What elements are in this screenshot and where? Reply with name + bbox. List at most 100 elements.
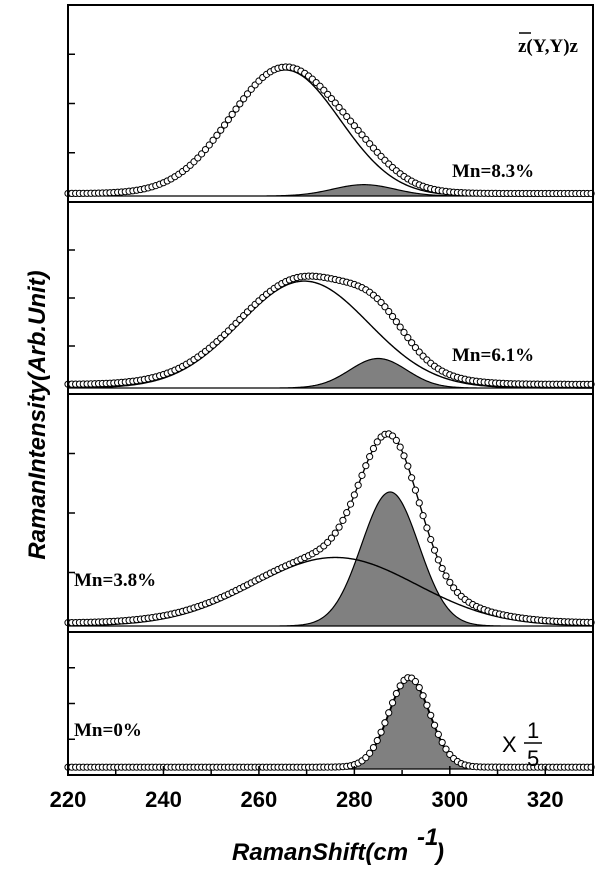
data-point (209, 136, 217, 144)
data-point (228, 110, 236, 118)
x-tick-labels: 220 240 260 280 300 320 (50, 766, 594, 812)
data-point (404, 462, 412, 470)
data-point (408, 339, 416, 347)
data-point (415, 683, 423, 692)
data-point (396, 323, 404, 331)
x-tick-label: 320 (527, 787, 564, 812)
data-markers (64, 674, 595, 771)
data-point (381, 303, 389, 311)
data-point (419, 512, 427, 520)
panel-2: Mn=6.1% (64, 201, 595, 395)
data-point (343, 112, 351, 121)
data-point (385, 709, 393, 717)
total-fit-line (67, 433, 594, 624)
panel-label: Mn=6.1% (452, 345, 534, 366)
data-point (434, 556, 442, 564)
x-axis-title-text: RamanShift(cm (232, 839, 408, 866)
data-point (438, 738, 446, 747)
data-point (396, 682, 404, 690)
panel-1: Mn=8.3% (64, 4, 595, 203)
panel-label: Mn=0% (74, 720, 142, 741)
data-point (201, 145, 210, 154)
panels: Mn=8.3% Mn=6.1% Mn=3.8% Mn=0% (64, 4, 595, 776)
data-point (346, 117, 355, 125)
x-axis-title-close: ) (433, 839, 444, 866)
data-point (442, 745, 450, 753)
data-point (388, 312, 397, 321)
data-point (354, 126, 362, 134)
data-point (400, 328, 408, 336)
sharp-component-fill (68, 491, 593, 627)
data-point (423, 701, 431, 709)
data-point (427, 711, 435, 719)
data-point (335, 103, 343, 112)
data-point (369, 444, 378, 453)
data-point (388, 432, 397, 440)
broad-component-line (67, 280, 594, 389)
x-axis-title: RamanShift(cm -1 ) (232, 824, 444, 866)
x-tick-label: 280 (336, 787, 373, 812)
data-point (400, 452, 408, 460)
data-point (430, 721, 439, 729)
data-point (373, 736, 381, 745)
data-point (442, 572, 450, 580)
data-point (388, 699, 397, 707)
data-point (339, 108, 347, 116)
data-point (423, 524, 431, 532)
panel-4: Mn=0% (64, 631, 595, 776)
data-point (404, 334, 412, 342)
data-point (392, 436, 400, 444)
data-point (335, 523, 343, 531)
data-point (438, 564, 446, 573)
data-point (415, 499, 423, 507)
data-point (362, 462, 370, 470)
data-point (434, 730, 442, 738)
data-point (224, 116, 232, 124)
data-point (411, 677, 420, 686)
scale-annotation: X 1 5 (502, 718, 542, 771)
panel-label: Mn=8.3% (452, 161, 534, 182)
data-point (358, 131, 366, 139)
data-point (331, 529, 339, 537)
data-point (381, 719, 389, 727)
data-point (243, 90, 252, 98)
data-point (350, 491, 358, 499)
x-tick-label: 220 (50, 787, 87, 812)
data-point (213, 131, 221, 139)
data-point (240, 95, 248, 103)
data-markers (64, 272, 595, 388)
data-point (232, 105, 240, 113)
data-point (366, 453, 374, 461)
data-point (327, 94, 336, 103)
data-point (339, 516, 347, 524)
data-point (205, 141, 213, 149)
data-point (408, 474, 416, 482)
data-point (358, 471, 366, 479)
x-tick-label: 300 (431, 787, 468, 812)
data-point (366, 749, 374, 757)
x-tick-label: 240 (145, 787, 182, 812)
data-point (343, 509, 351, 517)
data-point (354, 481, 362, 489)
data-point (419, 692, 427, 700)
data-markers (64, 63, 595, 198)
data-point (450, 584, 458, 592)
total-fit-line (68, 275, 593, 386)
data-point (396, 443, 404, 451)
panel-label: Mn=3.8% (74, 570, 156, 591)
data-point (327, 534, 336, 542)
scale-numerator: 1 (527, 718, 539, 743)
geometry-label-group: z(Y,Y)z (518, 32, 579, 57)
data-point (369, 743, 378, 752)
data-point (430, 546, 439, 554)
data-point (346, 500, 355, 508)
data-point (362, 135, 370, 143)
scale-prefix: X (502, 732, 517, 757)
data-point (236, 100, 244, 108)
panel-3: Mn=3.8% (64, 393, 595, 633)
x-tick-label: 260 (241, 787, 278, 812)
data-point (427, 535, 435, 544)
data-point (411, 343, 420, 352)
data-point (220, 121, 229, 129)
